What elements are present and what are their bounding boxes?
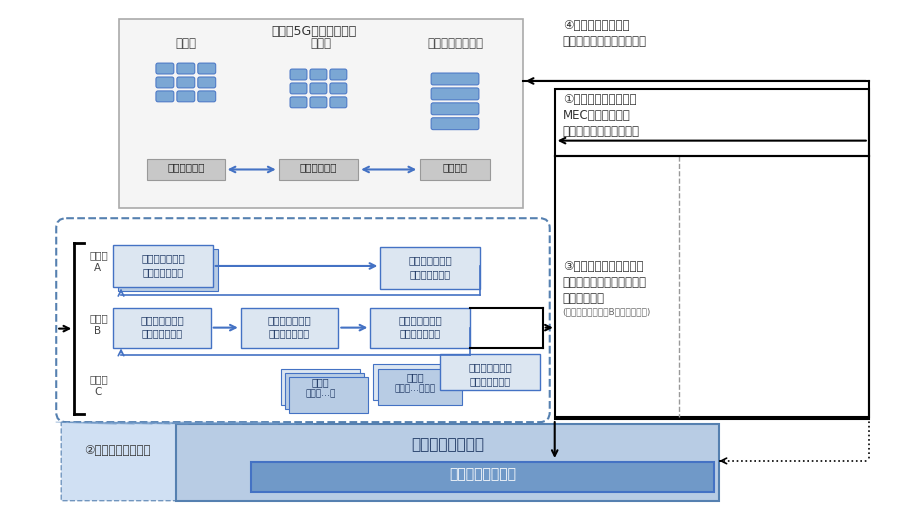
FancyBboxPatch shape <box>198 77 215 88</box>
Text: （２段…処理）: （２段…処理） <box>394 384 436 393</box>
FancyBboxPatch shape <box>431 118 479 130</box>
FancyBboxPatch shape <box>198 91 215 102</box>
Text: （２段目処理）: （２段目処理） <box>268 329 310 339</box>
Text: （最終段処理）: （最終段処理） <box>409 269 450 279</box>
Text: ③許容処理遅延を満たし: ③許容処理遅延を満たし <box>562 260 642 273</box>
Bar <box>147 159 224 180</box>
Text: （１段…）: （１段…） <box>305 389 335 398</box>
Text: ニアーエッジ: ニアーエッジ <box>300 162 336 173</box>
Text: コンポーネント: コンポーネント <box>398 315 441 325</box>
FancyBboxPatch shape <box>310 69 326 80</box>
FancyBboxPatch shape <box>310 83 326 94</box>
Text: （最終段処理）: （最終段処理） <box>469 376 510 386</box>
Text: 計算資源情報などの収集: 計算資源情報などの収集 <box>562 125 639 138</box>
FancyBboxPatch shape <box>176 77 195 88</box>
Bar <box>278 159 357 180</box>
Bar <box>420 159 490 180</box>
Text: （１段目処理）: （１段目処理） <box>142 329 182 339</box>
FancyBboxPatch shape <box>431 88 479 100</box>
Text: 配置アルゴリズム: 配置アルゴリズム <box>448 467 516 481</box>
Bar <box>369 308 470 347</box>
Bar <box>119 19 522 208</box>
FancyBboxPatch shape <box>289 69 307 80</box>
Text: 配置案: 配置案 <box>89 250 108 260</box>
Bar <box>439 355 539 390</box>
Text: C: C <box>94 387 101 397</box>
FancyBboxPatch shape <box>176 63 195 74</box>
FancyBboxPatch shape <box>155 91 174 102</box>
Text: （最終段処理）: （最終段処理） <box>399 329 440 339</box>
Bar <box>380 247 480 289</box>
Text: 基地局: 基地局 <box>176 37 196 50</box>
FancyBboxPatch shape <box>289 97 307 108</box>
FancyBboxPatch shape <box>155 77 174 88</box>
FancyBboxPatch shape <box>431 103 479 115</box>
Bar <box>250 462 713 492</box>
Text: 配置案を採用: 配置案を採用 <box>562 292 604 305</box>
Bar <box>118 249 218 291</box>
Bar <box>289 377 368 413</box>
FancyBboxPatch shape <box>155 63 174 74</box>
Bar <box>113 308 210 347</box>
FancyBboxPatch shape <box>56 218 550 422</box>
FancyBboxPatch shape <box>431 73 479 85</box>
Text: ①ネットワーク情報や: ①ネットワーク情報や <box>562 93 636 106</box>
Text: 配置案: 配置案 <box>89 374 108 384</box>
Text: ファーエッジ: ファーエッジ <box>167 162 204 173</box>
Text: (本図例では配置案Bを採用の場合): (本図例では配置案Bを採用の場合) <box>562 308 651 317</box>
Text: コンポーネント: コンポーネント <box>141 253 185 263</box>
FancyBboxPatch shape <box>330 97 346 108</box>
Text: コンポ: コンポ <box>312 377 329 387</box>
FancyBboxPatch shape <box>198 63 215 74</box>
Text: コンポーネントを分散配置: コンポーネントを分散配置 <box>562 35 646 48</box>
Text: コンポーネント: コンポーネント <box>140 315 184 325</box>
Text: ポスト5Gネットワーク: ポスト5Gネットワーク <box>271 25 356 38</box>
Text: クラウド: クラウド <box>442 162 467 173</box>
FancyBboxPatch shape <box>310 97 326 108</box>
FancyBboxPatch shape <box>289 83 307 94</box>
Text: 資源管理システム: 資源管理システム <box>411 437 483 452</box>
Polygon shape <box>62 422 250 500</box>
Bar <box>113 245 212 287</box>
FancyBboxPatch shape <box>330 69 346 80</box>
Text: スループットを最大化する: スループットを最大化する <box>562 276 646 289</box>
Text: コンポーネント: コンポーネント <box>468 362 511 372</box>
Text: コアネットワーク: コアネットワーク <box>426 37 482 50</box>
Bar <box>176 424 719 500</box>
Text: コンポーネント: コンポーネント <box>408 255 451 265</box>
Text: 配置案: 配置案 <box>89 313 108 323</box>
Text: A: A <box>94 263 101 273</box>
Text: ④配置解に基づいて: ④配置解に基づいて <box>562 19 629 32</box>
Bar <box>554 89 868 417</box>
Text: ②最適配置解の計算: ②最適配置解の計算 <box>84 444 151 457</box>
Text: 伝送網: 伝送網 <box>310 37 331 50</box>
FancyBboxPatch shape <box>330 83 346 94</box>
Bar <box>280 370 360 405</box>
Bar <box>378 370 461 405</box>
Text: B: B <box>94 326 101 336</box>
Bar <box>241 308 338 347</box>
FancyBboxPatch shape <box>176 91 195 102</box>
Text: コンポ: コンポ <box>406 372 424 383</box>
Bar <box>373 364 457 400</box>
Bar <box>284 373 364 409</box>
Text: （１段目処理）: （１段目処理） <box>142 267 183 277</box>
Text: MEC・クラウドの: MEC・クラウドの <box>562 109 630 122</box>
Text: コンポーネント: コンポーネント <box>267 315 311 325</box>
